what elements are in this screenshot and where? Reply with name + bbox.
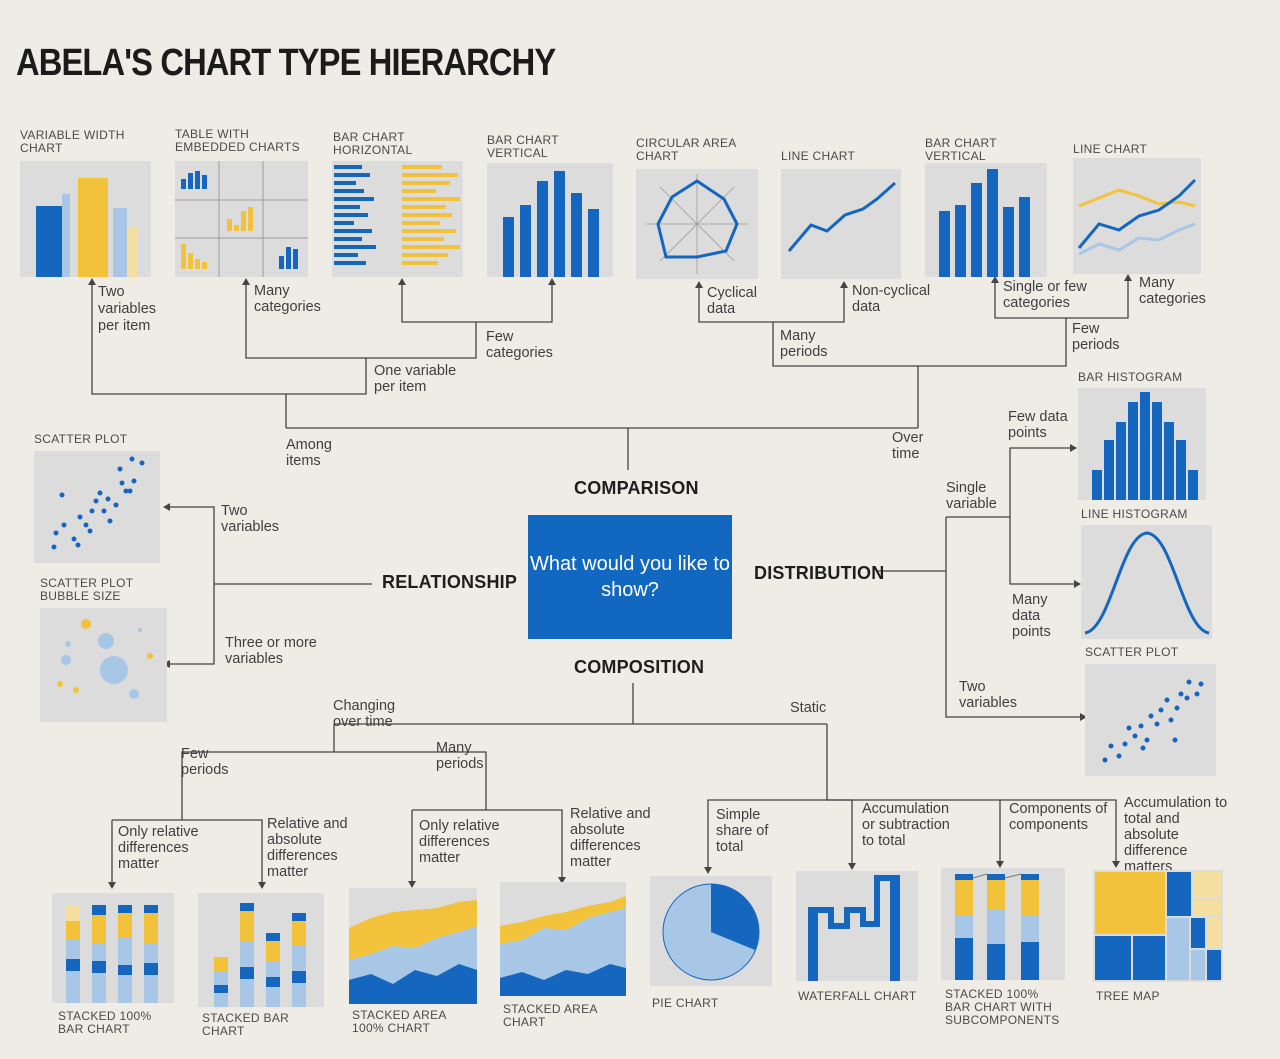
note-over-time: Over time (892, 430, 924, 462)
note-non-cyclical-data: Non-cyclical data (852, 283, 931, 315)
note-relative-absolute-2: Relative and absolute differences matter (570, 806, 651, 870)
note-only-relative-1: Only relative differences matter (118, 824, 199, 872)
caption-line-histogram: LINE HISTOGRAM (1081, 507, 1188, 521)
heading-comparison: COMPARISON (574, 478, 699, 498)
caption-line-chart-2: LINE CHART (1073, 142, 1148, 156)
waterfall-chart-thumbnail (796, 871, 918, 981)
heading-relationship: RELATIONSHIP (382, 572, 518, 592)
caption-bar-chart-vertical-1: BAR CHART VERTICAL (487, 133, 559, 160)
caption-stacked-area-100: STACKED AREA 100% CHART (352, 1008, 447, 1035)
caption-scatter-plot-2: SCATTER PLOT (1085, 645, 1179, 659)
caption-stacked-bar: STACKED BAR CHART (202, 1011, 290, 1038)
caption-scatter-plot-1: SCATTER PLOT (34, 432, 128, 446)
note-relative-absolute-1: Relative and absolute differences matter (267, 816, 348, 880)
pie-chart-thumbnail (650, 876, 772, 986)
caption-bar-chart-horizontal: BAR CHART HORIZONTAL (333, 130, 413, 157)
stacked-100-subcomponents-thumbnail (941, 868, 1065, 980)
line-histogram-thumbnail (1081, 525, 1212, 639)
bubble-chart-thumbnail (40, 608, 167, 722)
tree-map-thumbnail (1093, 870, 1223, 982)
note-accumulation-subtraction: Accumulation or subtraction to total (862, 801, 950, 849)
note-one-variable-per-item: One variable per item (374, 363, 457, 395)
page-title: ABELA'S CHART TYPE HIERARCHY (16, 42, 556, 84)
note-many-periods: Many periods (780, 328, 828, 360)
note-few-data-points: Few data points (1008, 409, 1068, 441)
note-two-variables-per-item: Two variables per item (98, 284, 164, 335)
caption-line-chart-1: LINE CHART (781, 149, 856, 163)
heading-composition: COMPOSITION (574, 657, 705, 677)
caption-table-embedded-charts: TABLE WITH EMBEDDED CHARTS (175, 127, 300, 154)
caption-circular-area-chart: CIRCULAR AREA CHART (636, 136, 736, 163)
note-only-relative-2: Only relative differences matter (419, 818, 500, 866)
variable-width-chart-thumbnail (20, 161, 151, 277)
note-cyclical-data: Cyclical data (707, 285, 757, 317)
caption-bar-chart-vertical-2: BAR CHART VERTICAL (925, 136, 997, 163)
bar-chart-horizontal-thumbnail (332, 161, 463, 277)
scatter-plot-thumbnail-2 (1085, 664, 1216, 776)
caption-bar-histogram: BAR HISTOGRAM (1078, 370, 1183, 384)
note-static: Static (790, 700, 827, 716)
stacked-bar-thumbnail (198, 893, 324, 1007)
note-single-or-few-categories: Single or few categories (1003, 279, 1087, 311)
stacked-area-100-thumbnail (349, 888, 477, 1004)
stacked-100-bar-thumbnail (52, 893, 174, 1003)
scatter-plot-thumbnail-1 (34, 451, 160, 563)
circular-area-chart-thumbnail (636, 169, 758, 279)
table-embedded-charts-thumbnail (175, 161, 308, 277)
stacked-area-thumbnail (500, 882, 626, 996)
note-comp-many-periods: Many periods (436, 740, 484, 772)
note-three-or-more-variables: Three or more variables (225, 635, 317, 667)
note-comp-few-periods: Few periods (181, 746, 229, 778)
caption-stacked-100-subcomponents: STACKED 100% BAR CHART WITH SUBCOMPONENT… (945, 987, 1060, 1027)
caption-pie-chart: PIE CHART (652, 996, 719, 1010)
caption-tree-map: TREE MAP (1096, 989, 1160, 1003)
bar-chart-vertical-thumbnail-1 (487, 163, 613, 277)
caption-waterfall-chart: WATERFALL CHART (798, 989, 917, 1003)
note-dist-two-variables: Two variables (959, 679, 1018, 711)
center-question-box: What would you like to show? (528, 515, 732, 639)
note-single-variable: Single variable (946, 480, 997, 512)
heading-distribution: DISTRIBUTION (754, 563, 885, 583)
caption-variable-width-chart: VARIABLE WIDTH CHART (20, 128, 125, 155)
note-accumulation-absolute: Accumulation to total and absolute diffe… (1124, 795, 1228, 875)
note-among-items: Among items (286, 437, 332, 469)
note-simple-share: Simple share of total (716, 807, 769, 855)
caption-stacked-100-bar: STACKED 100% BAR CHART (58, 1009, 152, 1036)
note-few-categories: Few categories (486, 329, 553, 361)
note-many-categories-2: Many categories (1139, 275, 1206, 307)
bar-chart-vertical-thumbnail-2 (925, 163, 1047, 277)
bar-histogram-thumbnail (1078, 388, 1206, 500)
note-few-periods: Few periods (1072, 321, 1120, 353)
note-rel-two-variables: Two variables (221, 503, 280, 535)
note-changing-over-time: Changing over time (333, 698, 396, 730)
note-components: Components of components (1009, 801, 1108, 833)
note-text: Two variables per item (98, 284, 157, 334)
line-chart-thumbnail-1 (781, 169, 901, 279)
note-many-data-points: Many data points (1012, 592, 1051, 640)
caption-stacked-area: STACKED AREA CHART (503, 1002, 598, 1029)
caption-scatter-plot-bubble: SCATTER PLOT BUBBLE SIZE (40, 576, 134, 603)
line-chart-thumbnail-2 (1073, 158, 1201, 274)
note-many-categories: Many categories (254, 283, 321, 315)
